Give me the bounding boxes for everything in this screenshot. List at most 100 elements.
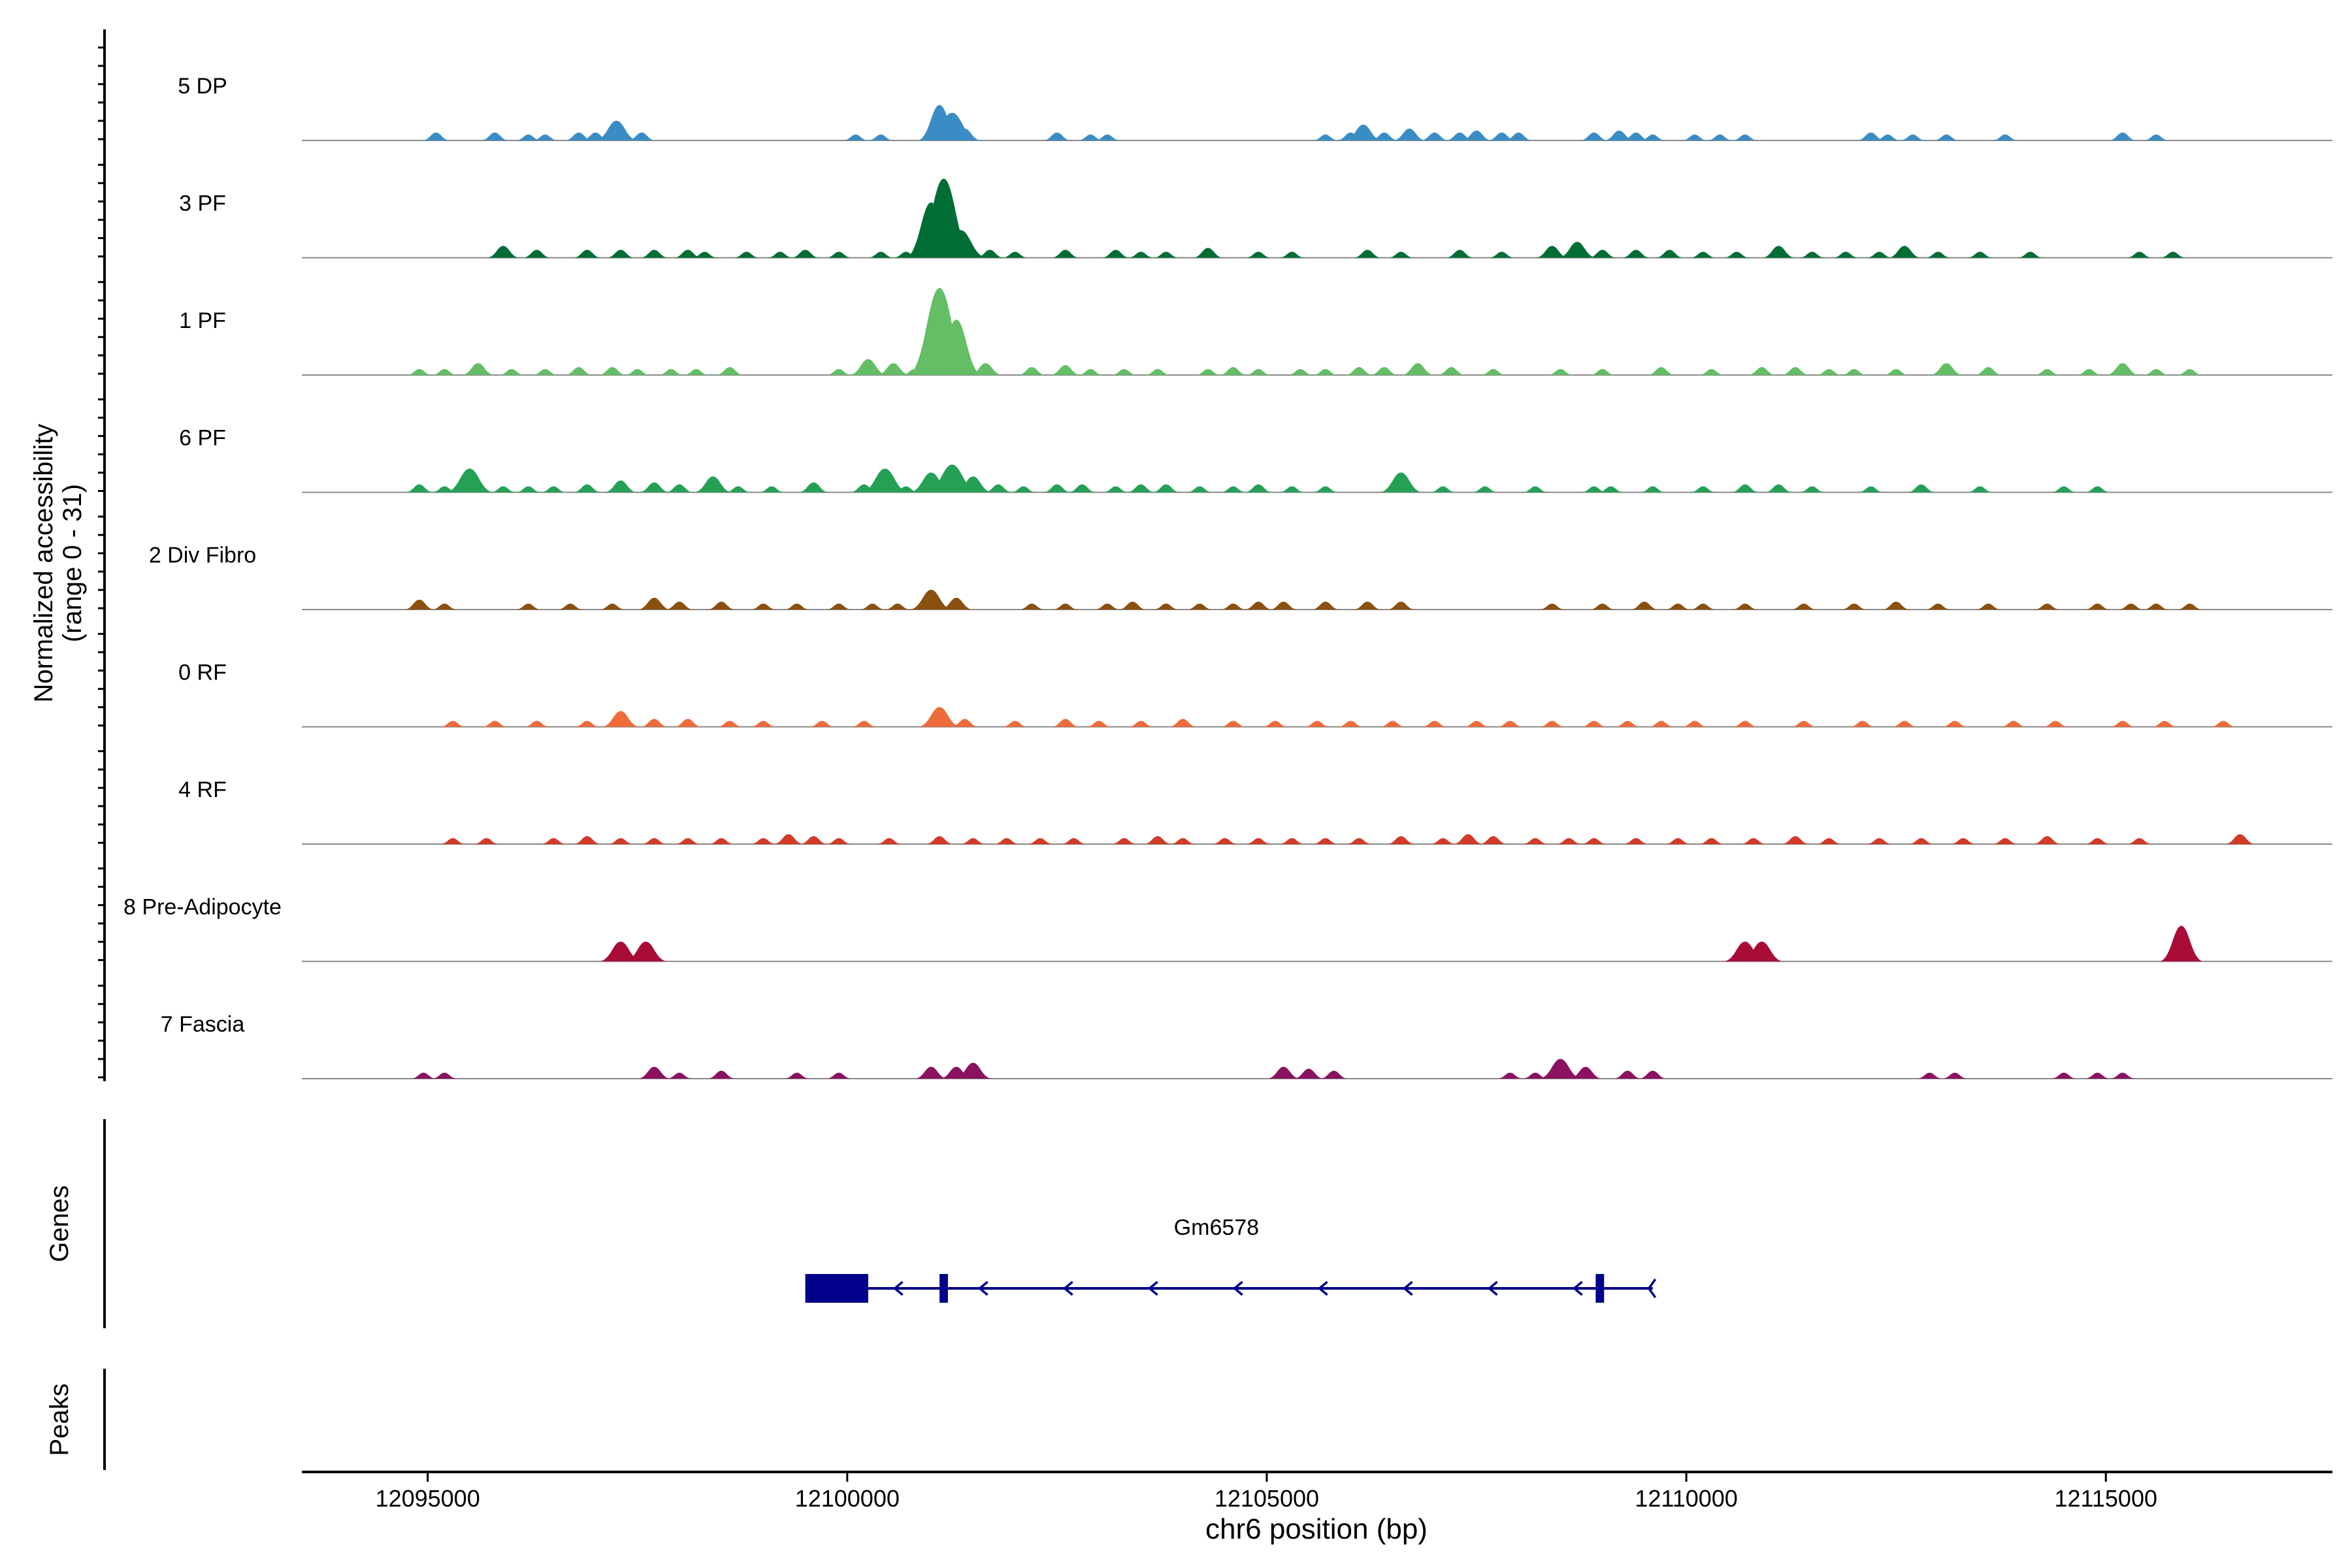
coverage-peak	[1723, 252, 1750, 258]
coverage-peak	[1992, 838, 2019, 844]
coverage-peak	[1311, 601, 1340, 610]
coverage-peak	[1017, 367, 1047, 375]
coverage-peak	[1421, 721, 1448, 727]
coverage-peak	[2000, 721, 2027, 727]
coverage-peak	[2126, 838, 2153, 844]
coverage-peak	[1942, 721, 1968, 727]
coverage-peak	[1010, 486, 1037, 493]
track-label: 0 RF	[178, 661, 227, 685]
coverage-peak	[851, 721, 877, 727]
coverage-peak	[2084, 1072, 2111, 1079]
coverage-peak	[440, 721, 466, 727]
coverage-peak	[1547, 368, 1574, 375]
coverage-tracks: 5 DP 3 PF 1 PF 6 PF 2 Div Fibro 0 RF 4 RF 8 Pre…	[123, 74, 2332, 1079]
x-axis-tick-label: 12105000	[1215, 1485, 1319, 1512]
coverage-peak	[1522, 838, 1548, 844]
coverage-peak	[1128, 252, 1154, 258]
coverage-peak	[876, 363, 911, 375]
coverage-peak	[1337, 721, 1364, 727]
coverage-peak	[2143, 603, 2170, 610]
coverage-peak	[825, 603, 852, 610]
coverage-peak	[664, 601, 694, 610]
coverage-peak	[2033, 836, 2062, 844]
coverage-peak	[1799, 252, 1825, 258]
coverage-peak	[461, 363, 495, 375]
coverage-peak	[1353, 250, 1382, 258]
coverage-peak	[1478, 836, 1508, 844]
coverage-peak	[1094, 134, 1120, 140]
coverage-peak	[440, 838, 466, 844]
coverage-peak	[1245, 252, 1272, 258]
coverage-peak	[2084, 486, 2111, 493]
strand-arrow	[1147, 1281, 1158, 1296]
coverage-peak	[950, 719, 979, 727]
coverage-peak	[637, 597, 672, 610]
coverage-peak	[1698, 838, 1725, 844]
coverage-peak	[1580, 838, 1607, 844]
coverage-peak	[1269, 601, 1298, 610]
coverage-peak	[1027, 838, 1054, 844]
gene-track: Gm6578	[805, 1215, 1657, 1303]
coverage-peak	[1042, 484, 1071, 493]
coverage-peak	[960, 838, 987, 844]
track-label: 1 PF	[179, 308, 226, 333]
track-label: 7 Fascia	[161, 1012, 245, 1037]
coverage-peak	[1597, 486, 1624, 493]
coverage-peak	[664, 484, 694, 493]
coverage-peak	[725, 486, 751, 493]
coverage-peak	[1790, 721, 1817, 727]
coverage-peak	[1891, 721, 1918, 727]
coverage-peak	[1192, 248, 1224, 258]
coverage-peak	[1622, 132, 1651, 140]
coverage-peak	[1244, 601, 1273, 610]
track-label: 2 Div Fibro	[149, 543, 256, 568]
coverage-peak	[1497, 721, 1524, 727]
coverage-peak	[1353, 601, 1382, 610]
coverage-peak	[1950, 838, 1976, 844]
gene-exon	[805, 1274, 868, 1303]
coverage-peak	[1887, 246, 1922, 258]
coverage-peak	[1319, 1070, 1348, 1079]
coverage-peak	[1740, 838, 1767, 844]
coverage-peak	[1925, 252, 1952, 258]
coverage-peak	[2051, 486, 2078, 493]
coverage-peak	[1538, 1058, 1583, 1079]
coverage-peak	[884, 603, 911, 610]
coverage-peak	[1144, 368, 1171, 375]
coverage-peak	[1111, 838, 1137, 844]
coverage-peak	[1580, 721, 1607, 727]
coverage-peak	[1218, 367, 1248, 375]
coverage-peak	[406, 368, 433, 375]
coverage-peak	[480, 132, 510, 140]
track-1-pf: 1 PF	[179, 287, 2332, 376]
coverage-peak	[1840, 603, 1867, 610]
coverage-peak	[2176, 603, 2203, 610]
coverage-peak	[1386, 601, 1416, 610]
coverage-peak	[1077, 134, 1104, 140]
coverage-peak	[431, 368, 458, 375]
x-axis: 12095000 12100000 12105000 12110000 12115000	[376, 1472, 2157, 1512]
coverage-peak	[673, 719, 702, 727]
coverage-peak	[1603, 130, 1635, 140]
coverage-peak	[933, 230, 988, 258]
coverage-peak	[1279, 252, 1305, 258]
coverage-peak	[1379, 721, 1406, 727]
strand-arrow	[1647, 1278, 1657, 1299]
genes-panel-label: Genes	[45, 1185, 74, 1262]
coverage-peak	[624, 368, 651, 375]
coverage-peak	[939, 597, 973, 610]
coverage-peak	[403, 599, 435, 610]
coverage-peak	[947, 128, 982, 140]
coverage-peak	[1816, 368, 1842, 375]
track-8-pre-adipocyte: 8 Pre-Adipocyte	[123, 895, 2332, 962]
coverage-peak	[674, 838, 701, 844]
coverage-peak	[791, 250, 820, 258]
y-axis-label: Normalized accessibility	[29, 424, 58, 703]
coverage-peak	[917, 707, 962, 727]
coverage-peak	[431, 1072, 458, 1079]
coverage-peak	[909, 589, 954, 610]
coverage-peak	[1392, 128, 1427, 140]
coverage-peak	[1168, 719, 1198, 727]
coverage-peak	[1060, 838, 1087, 844]
